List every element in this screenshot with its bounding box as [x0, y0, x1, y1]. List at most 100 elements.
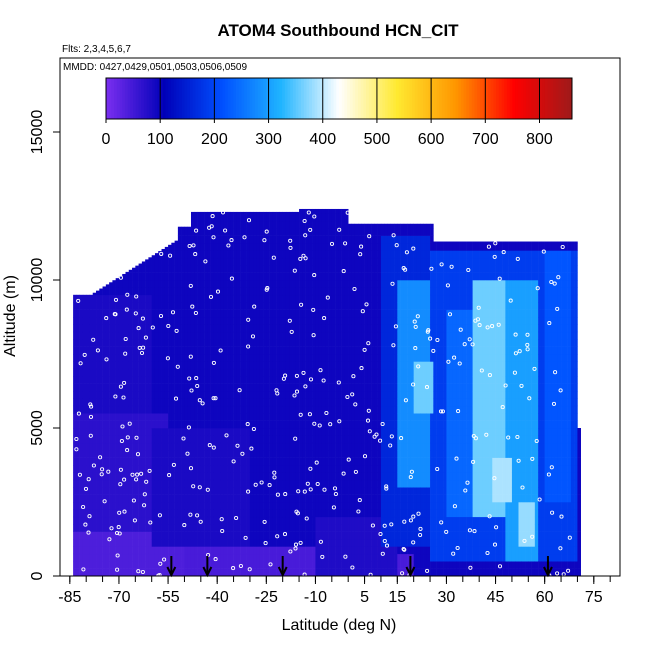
heatmap-cell: [154, 398, 159, 407]
heatmap-cell: [384, 413, 388, 421]
heatmap-cell: [282, 309, 287, 318]
heatmap-cell: [92, 354, 97, 362]
heatmap-cell: [374, 494, 378, 503]
heatmap-cell: [177, 243, 182, 251]
heatmap-cell: [105, 294, 110, 303]
heatmap-cell: [236, 317, 241, 325]
heatmap-cell: [289, 524, 293, 532]
heatmap-cell: [285, 346, 290, 355]
heatmap-cell: [181, 346, 185, 355]
heatmap-cell: [109, 479, 113, 488]
heatmap-cell: [187, 435, 192, 444]
heatmap-cell: [96, 309, 100, 318]
heatmap-cell: [299, 235, 303, 244]
heatmap-cell: [148, 265, 152, 273]
heatmap-cell: [217, 561, 221, 569]
heatmap-cell: [371, 272, 375, 281]
heatmap-cell: [115, 302, 120, 310]
heatmap-cell: [387, 539, 392, 547]
heatmap-cell: [344, 354, 349, 362]
heatmap-cell: [227, 287, 231, 296]
heatmap-cell: [197, 368, 202, 377]
heatmap-cell: [135, 531, 139, 540]
heatmap-cell: [325, 331, 329, 340]
heatmap-cell: [171, 398, 175, 407]
heatmap-cell: [236, 568, 241, 577]
heatmap-cell: [181, 391, 185, 399]
heatmap-cell: [135, 317, 139, 325]
heatmap-cell: [190, 287, 195, 296]
heatmap-cell: [204, 243, 208, 251]
heatmap-cell: [380, 561, 385, 569]
heatmap-cell: [161, 450, 166, 458]
heatmap-cell: [92, 524, 97, 532]
heatmap-cell: [122, 531, 126, 540]
heatmap-cell: [335, 220, 339, 229]
heatmap-cell: [335, 435, 339, 444]
heatmap-cell: [253, 435, 257, 444]
heatmap-cell: [259, 465, 264, 473]
heatmap-cell: [256, 398, 261, 407]
heatmap-cell: [99, 531, 103, 540]
heatmap-cell: [141, 261, 146, 266]
heatmap-cell: [403, 472, 408, 481]
heatmap-cell: [410, 561, 414, 569]
heatmap-cell: [263, 317, 267, 325]
heatmap-cell: [145, 309, 149, 318]
heatmap-cell: [361, 250, 365, 259]
heatmap-cell: [96, 339, 100, 347]
heatmap-cell: [148, 287, 152, 296]
heatmap-cell: [227, 561, 231, 569]
heatmap-cell: [338, 324, 342, 333]
heatmap-cell: [217, 531, 221, 540]
heatmap-cell: [102, 509, 107, 518]
heatmap-cell: [335, 509, 339, 518]
heatmap-cell: [190, 539, 195, 547]
heatmap-cell: [184, 257, 189, 266]
heatmap-cell: [292, 309, 297, 318]
heatmap-cell: [354, 509, 359, 518]
heatmap-cell: [289, 354, 293, 362]
heatmap-cell: [200, 257, 205, 266]
heatmap-cell: [158, 509, 162, 518]
heatmap-cell: [118, 391, 123, 399]
heatmap-cell: [151, 294, 156, 303]
heatmap-cell: [148, 368, 152, 377]
heatmap-cell: [394, 546, 398, 555]
heatmap-cell: [253, 346, 257, 355]
heatmap-cell: [236, 368, 241, 377]
heatmap-cell: [374, 361, 378, 370]
heatmap-cell: [371, 287, 375, 296]
heatmap-cell: [410, 302, 414, 310]
heatmap-cell: [102, 376, 107, 384]
heatmap-cell: [213, 405, 218, 414]
heatmap-cell: [413, 309, 418, 318]
heatmap-cell: [184, 502, 189, 510]
heatmap-cell: [269, 494, 274, 503]
heatmap-cell: [236, 465, 241, 473]
heatmap-cell: [220, 235, 225, 244]
heatmap-cell: [161, 502, 166, 510]
heatmap-cell: [249, 435, 254, 444]
heatmap-cell: [220, 524, 225, 532]
heatmap-cell: [328, 561, 333, 569]
heatmap-cell: [358, 398, 362, 407]
heatmap-cell: [99, 383, 103, 392]
heatmap-cell: [305, 309, 310, 318]
heatmap-cell: [416, 383, 421, 392]
heatmap-cell: [312, 376, 316, 384]
heatmap-cell: [380, 228, 385, 236]
heatmap-cell: [145, 361, 149, 370]
heatmap-cell: [102, 435, 107, 444]
heatmap-cell: [164, 457, 169, 466]
heatmap-cell: [200, 502, 205, 510]
heatmap-cell: [177, 346, 182, 355]
heatmap-cell: [305, 368, 310, 377]
heatmap-cell: [312, 208, 316, 214]
heatmap-cell: [305, 442, 310, 451]
heatmap-cell: [233, 546, 238, 555]
heatmap-cell: [272, 213, 277, 222]
heatmap-cell: [213, 502, 218, 510]
heatmap-cell: [240, 243, 244, 251]
heatmap-cell: [354, 465, 359, 473]
